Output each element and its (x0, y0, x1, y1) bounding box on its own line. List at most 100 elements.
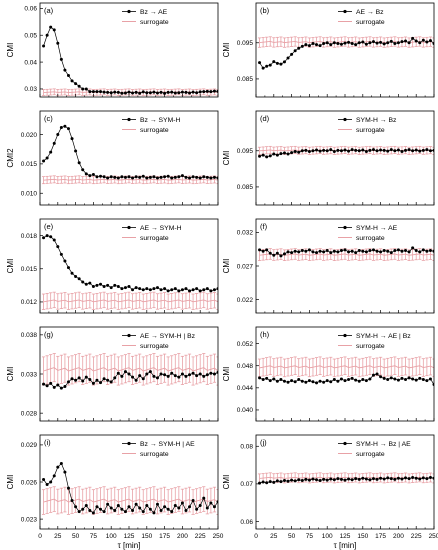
cmi-point (275, 61, 279, 65)
cmi-point (361, 249, 365, 253)
cmi-point (375, 149, 379, 153)
cmi-point (393, 249, 397, 253)
cmi-point (300, 149, 304, 153)
cmi-point (91, 511, 95, 515)
cmi-point (159, 372, 163, 376)
plot-frame (255, 110, 435, 206)
cmi-point (425, 477, 429, 481)
cmi-point (191, 499, 195, 503)
y-tick-label: 0.03 (24, 86, 37, 93)
cmi-point (91, 90, 95, 94)
cmi-point (74, 378, 78, 382)
cmi-point (272, 480, 276, 484)
x-tick-label: 50 (288, 533, 296, 540)
cmi-point (364, 477, 368, 481)
cmi-series (42, 461, 218, 515)
cmi-point (109, 380, 113, 384)
cmi-point (120, 91, 124, 95)
y-tick-label: 0.012 (21, 299, 38, 306)
cmi-point (66, 486, 70, 490)
x-tick-label: 225 (411, 533, 422, 540)
cmi-point (311, 149, 315, 153)
cmi-point (45, 156, 49, 160)
cmi-point (411, 377, 415, 381)
cmi-point (116, 371, 120, 375)
cmi-point (59, 57, 63, 61)
y-axis: 0.040 0.044 0.048 0.052 (237, 341, 259, 414)
cmi-point (329, 251, 333, 255)
cmi-point (52, 474, 56, 478)
cmi-point (357, 477, 361, 481)
cmi-point (198, 504, 202, 507)
cmi-point (322, 477, 326, 481)
cmi-point (70, 271, 74, 275)
y-tick-label: 0.029 (21, 442, 38, 449)
cmi-point (109, 286, 113, 290)
cmi-point (300, 249, 304, 253)
cmi-point (282, 379, 286, 383)
cmi-point (145, 287, 149, 291)
cmi-point (396, 476, 400, 480)
cmi-point (268, 154, 272, 158)
x-axis: 0 25 50 75 100 125 150 175 200 225 250 (38, 526, 224, 540)
cmi-point (371, 477, 375, 481)
cmi-point (148, 370, 152, 374)
cmi-point (202, 175, 206, 179)
cmi-point (371, 148, 375, 152)
cmi-point (106, 176, 110, 180)
cmi-point (145, 372, 149, 376)
cmi-point (268, 379, 272, 383)
cmi-point (155, 91, 159, 95)
cmi-point (329, 43, 333, 47)
cmi-point (364, 42, 368, 46)
cmi-point (357, 249, 361, 253)
cmi-point (361, 40, 365, 44)
cmi-point (404, 39, 408, 43)
cmi-point (343, 41, 347, 45)
cmi-point (364, 250, 368, 254)
cmi-point (42, 478, 46, 482)
cmi-point (261, 66, 265, 70)
cmi-point (127, 372, 131, 376)
cmi-point (180, 288, 184, 292)
cmi-point (106, 90, 110, 94)
cmi-point (177, 375, 181, 379)
cmi-point (202, 288, 206, 292)
cmi-point (325, 149, 329, 153)
y-tick-label: 0.048 (237, 363, 254, 370)
cmi-point (191, 288, 195, 292)
legend-cmi-label: SYM-H → AE | Bz (356, 333, 411, 340)
y-tick-label: 0.026 (21, 479, 38, 486)
legend-surrogate-label: surrogate (140, 343, 169, 350)
cmi-point (59, 252, 63, 256)
legend-cmi-marker (127, 117, 131, 122)
cmi-series (42, 234, 218, 293)
cmi-point (371, 248, 375, 252)
cmi-point (347, 149, 351, 153)
y-tick-label: 0.015 (21, 266, 38, 273)
cmi-point (418, 41, 422, 45)
cmi-point (141, 174, 145, 178)
legend-cmi-label: AE → SYM-H | Bz (140, 333, 196, 340)
cmi-point (127, 284, 131, 288)
cmi-point (202, 496, 206, 500)
cmi-point (63, 385, 67, 389)
cmi-point (49, 150, 53, 154)
cmi-point (332, 41, 336, 45)
cmi-point (396, 41, 400, 45)
y-tick-label: 0.040 (237, 407, 254, 414)
panel-i: 0 25 50 75 100 125 150 175 200 225 250 τ [min] 0.023… (6, 434, 224, 550)
cmi-point (396, 378, 400, 382)
cmi-point (354, 148, 358, 152)
cmi-point (357, 379, 361, 383)
cmi-point (49, 235, 53, 239)
cmi-point (393, 149, 397, 153)
cmi-point (163, 91, 167, 95)
cmi-point (386, 476, 390, 480)
cmi-point (364, 149, 368, 153)
cmi-point (268, 63, 272, 67)
cmi-point (386, 378, 390, 382)
cmi-point (99, 174, 103, 178)
cmi-point (407, 41, 411, 45)
